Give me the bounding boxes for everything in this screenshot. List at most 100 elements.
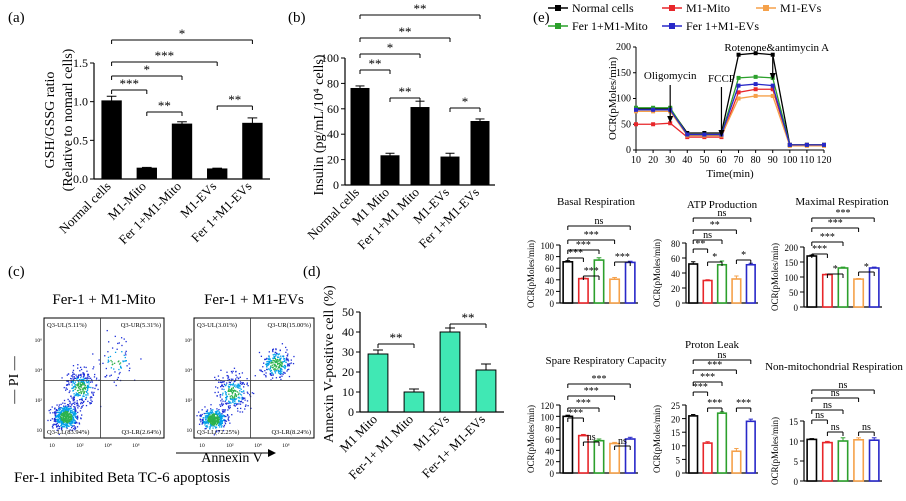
flow-dot	[281, 372, 283, 374]
flow-dot	[86, 381, 88, 384]
flow-dot	[58, 420, 60, 422]
flow-dot	[60, 412, 62, 414]
flow-dot	[65, 418, 67, 421]
flow-dot	[222, 411, 224, 413]
y-tick-label-e0: 0	[550, 299, 555, 309]
flow-dot	[55, 411, 57, 413]
flow-dot	[237, 385, 239, 388]
flow-dot	[214, 418, 216, 420]
flow-dot	[287, 353, 289, 355]
flow-dot	[93, 366, 95, 368]
flow-dot	[242, 382, 244, 384]
flow-dot	[55, 412, 57, 414]
flow-dot	[78, 386, 80, 388]
flow-dot	[55, 420, 57, 422]
flow-dot	[277, 363, 279, 366]
flow-dot	[278, 365, 281, 367]
flow-dot	[280, 357, 282, 359]
flow-dot	[261, 370, 264, 373]
x-tick-label-e: 100	[782, 155, 797, 166]
x-tick-label-e: 20	[648, 155, 658, 166]
flow-dot	[271, 364, 274, 366]
flow-dot	[202, 420, 204, 422]
y-tick-label-e0: 100	[541, 241, 555, 251]
y-tick-label-e2: 150	[785, 258, 799, 268]
flow-dot	[205, 410, 208, 413]
flow-dot	[59, 408, 62, 410]
bar-e5-1	[821, 441, 833, 482]
flow-dot	[64, 406, 67, 408]
series-point-3	[651, 105, 656, 110]
flow-dot	[58, 417, 60, 419]
x-tick-label-e: 70	[734, 155, 744, 166]
flow-dot	[209, 420, 212, 423]
flow-dot	[268, 357, 270, 359]
flow-dot	[274, 367, 276, 370]
sig-label-e0: ns	[595, 216, 604, 227]
flow-dot	[83, 400, 85, 403]
flow-dot	[278, 353, 281, 355]
flow-dot	[217, 387, 219, 389]
flow-dot	[72, 402, 75, 404]
flow-dot	[92, 353, 94, 355]
flow-dot	[212, 413, 215, 415]
flow-dot	[275, 377, 278, 379]
flow-dot	[74, 401, 76, 403]
flow-dot	[223, 383, 226, 386]
flow-dot	[74, 426, 76, 428]
flow-dot	[210, 424, 212, 427]
flow-dot	[203, 420, 205, 423]
bar-e2-3	[853, 278, 865, 308]
flow-dot	[104, 355, 106, 357]
flow-dot	[272, 354, 274, 356]
flow-dot	[279, 360, 282, 362]
flow-dot	[78, 381, 80, 384]
flow-dot	[117, 376, 119, 379]
flow-dot	[199, 418, 201, 420]
flow-dot	[267, 364, 269, 366]
y-tick-label-e2: 100	[785, 273, 799, 283]
flow-dot	[223, 419, 226, 422]
flow-dot	[119, 362, 122, 364]
y-tick-label-e0: 20	[545, 287, 555, 297]
flow-dot	[74, 414, 76, 416]
flow-dot	[110, 359, 112, 362]
series-point-3	[753, 74, 758, 79]
flow-dot	[85, 398, 87, 401]
flow-dot	[228, 402, 230, 405]
flow-dot	[73, 425, 75, 427]
flow-dot	[201, 419, 204, 422]
flow-dot	[234, 394, 237, 396]
flow-dot	[218, 409, 220, 411]
sig-label-a: **	[158, 98, 171, 113]
flow-dot	[82, 395, 84, 397]
flow-dot	[74, 377, 77, 380]
flow-dot	[73, 382, 75, 385]
y-tick-label-a: 1.5	[73, 56, 88, 70]
flow-dot	[278, 362, 280, 365]
flow-dot	[59, 412, 61, 414]
flow-dot	[204, 424, 206, 426]
flow-dot	[210, 416, 212, 418]
flow-dot	[65, 405, 67, 407]
flow-dot	[66, 423, 68, 426]
flow-dot	[211, 413, 214, 416]
flow-dot	[228, 386, 231, 388]
flow-dot	[225, 403, 228, 405]
flow-dot	[58, 409, 60, 411]
flow-dot	[65, 407, 68, 410]
flow-dot	[79, 394, 81, 396]
flow-dot	[74, 409, 76, 411]
flow-dot	[209, 420, 211, 422]
flow-dot	[83, 381, 85, 384]
flow-dot	[81, 380, 83, 383]
flow-dot	[210, 412, 213, 414]
flow-dot	[117, 342, 119, 345]
flow-dot	[75, 393, 77, 396]
flow-dot	[238, 400, 240, 403]
flow-dot	[219, 418, 221, 420]
flow-dot	[216, 395, 218, 397]
sig-label-a: ***	[119, 76, 139, 91]
sig-label-b: *	[387, 40, 394, 55]
flow-dot	[284, 367, 286, 370]
